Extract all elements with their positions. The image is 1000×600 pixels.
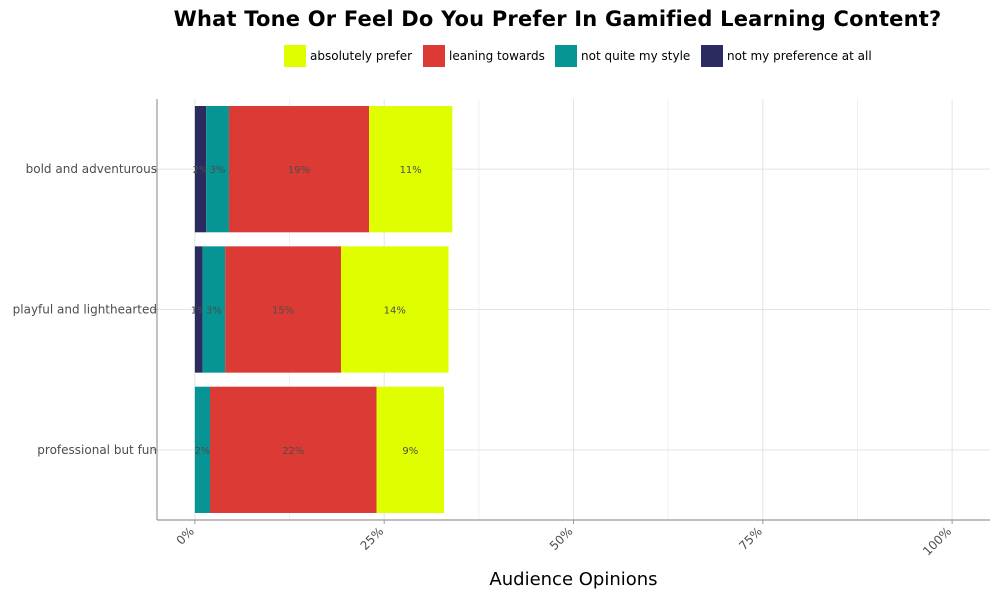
x-tick-label: 25% — [358, 524, 387, 553]
bar-segment — [202, 246, 226, 373]
legend-item-not-quite-my-style: not quite my style — [555, 45, 690, 67]
y-tick-label: bold and adventurous — [26, 162, 157, 176]
x-tick-label: 50% — [547, 524, 576, 553]
y-tick-label: professional but fun — [37, 443, 157, 457]
data-label: 11% — [400, 165, 422, 176]
data-label: 3% — [206, 306, 222, 317]
data-label: 1% — [191, 306, 207, 317]
legend-label: absolutely prefer — [310, 49, 413, 63]
data-label: 19% — [288, 165, 310, 176]
bar-segment — [210, 386, 377, 513]
data-label: 3% — [210, 165, 226, 176]
bar-segment — [225, 246, 342, 373]
legend-label: not quite my style — [581, 49, 691, 63]
bar-segment — [194, 386, 211, 513]
bar-segment — [369, 106, 453, 233]
legend-swatch-not-my-preference — [701, 45, 723, 67]
x-axis-title: Audience Opinions — [489, 569, 658, 590]
data-label: 15% — [272, 306, 294, 317]
legend-label: leaning towards — [449, 49, 545, 63]
bar-segment — [206, 106, 229, 233]
legend-swatch-absolutely-prefer — [284, 45, 306, 67]
bar-segment — [194, 106, 207, 233]
x-tick-label: 0% — [174, 524, 197, 547]
data-label: 9% — [402, 446, 418, 457]
x-tick-label: 100% — [920, 524, 954, 558]
data-label: 22% — [282, 446, 304, 457]
legend: absolutely prefer leaning towards not qu… — [0, 45, 1000, 67]
data-label: 2% — [193, 165, 209, 176]
legend-item-absolutely-prefer: absolutely prefer — [284, 45, 412, 67]
y-tick-label: playful and lighthearted — [13, 303, 157, 317]
legend-label: not my preference at all — [727, 49, 872, 63]
legend-swatch-leaning-towards — [423, 45, 445, 67]
chart-title: What Tone Or Feel Do You Prefer In Gamif… — [173, 7, 942, 31]
data-label: 2% — [194, 446, 210, 457]
x-tick-label: 75% — [736, 524, 765, 553]
bar-segment — [194, 246, 203, 373]
legend-item-leaning-towards: leaning towards — [423, 45, 545, 67]
bar-segment — [341, 246, 449, 373]
bar-segment — [228, 106, 370, 233]
legend-swatch-not-quite-my-style — [555, 45, 577, 67]
bar-segment — [376, 386, 445, 513]
legend-item-not-my-preference: not my preference at all — [701, 45, 872, 67]
data-label: 14% — [384, 306, 406, 317]
